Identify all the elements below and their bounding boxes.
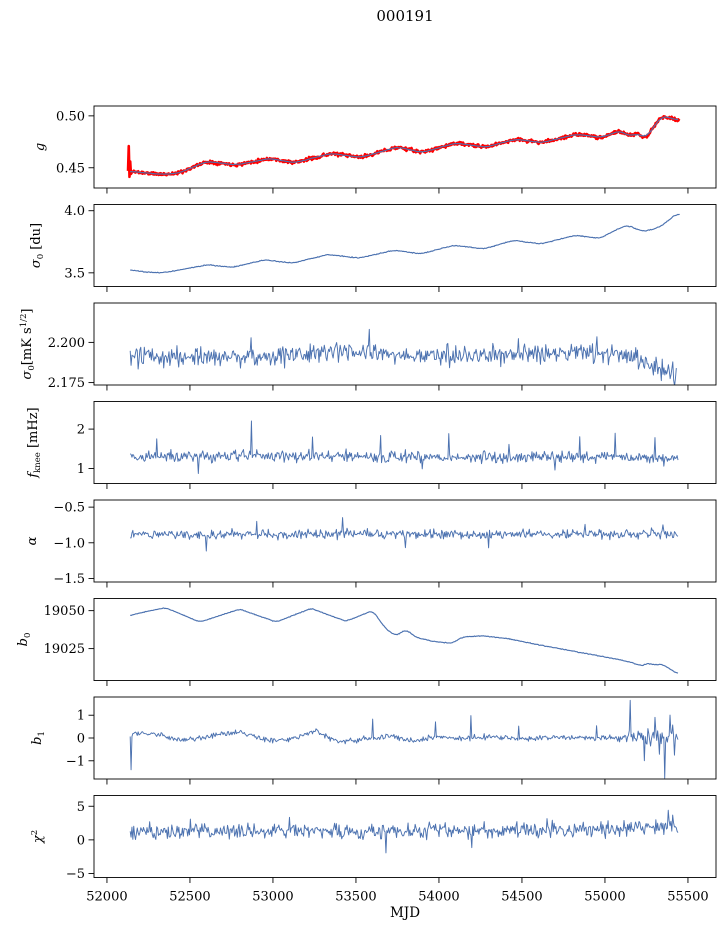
series-line-g-model: [130, 116, 679, 175]
series-line-b1-b1: [129, 699, 679, 779]
panel-frame-b0: [93, 598, 717, 681]
panel-chi2: 52000 52500 53000 53500 54000 54500 55000 55500…: [30, 795, 717, 905]
panel-frame-sigma0-mks: [93, 302, 717, 386]
y-tick-label: 0.45: [56, 161, 85, 176]
y-axis-label-g: g: [33, 143, 48, 151]
y-tick-label: 4.0: [64, 204, 85, 219]
x-ticks-chi2: 52000 52500 53000 53500 54000 54500 55000 55500: [86, 877, 709, 905]
x-ticks-sigma0-mks: [106, 385, 689, 391]
x-tick-label: 55000: [584, 890, 625, 905]
panel-alpha: −0.5 −1.0 −1.5 α: [25, 499, 717, 588]
y-ticks-chi2: 5 0 −5: [66, 800, 94, 882]
panel-b0: 19050 19025 b0: [16, 598, 717, 686]
y-axis-label-chi2: χ2: [30, 830, 46, 844]
figure-title: 000191: [376, 7, 434, 25]
y-tick-label: 5: [77, 800, 85, 815]
y-tick-label: 19050: [44, 604, 85, 619]
x-axis-label: MJD: [389, 905, 421, 921]
panel-frame-g: [93, 105, 717, 189]
panel-b1-plot-area: [129, 699, 679, 779]
series-line-fknee-fknee: [129, 420, 679, 474]
y-tick-label: 2: [77, 423, 85, 438]
y-tick-label: 0: [77, 732, 85, 747]
y-tick-label: 1: [77, 709, 85, 724]
y-axis-label-alpha: α: [25, 536, 40, 545]
y-axis-label-b0: b0: [16, 633, 33, 647]
x-tick-label: 53500: [335, 890, 376, 905]
y-tick-label: 3.5: [64, 266, 85, 281]
x-tick-label: 54500: [501, 890, 542, 905]
y-ticks-fknee: 21: [77, 423, 94, 477]
panel-fknee-plot-area: [129, 420, 679, 474]
panel-alpha-plot-area: [130, 517, 679, 552]
x-tick-label: 52000: [86, 890, 127, 905]
y-ticks-alpha: −0.5 −1.0 −1.5: [53, 501, 94, 587]
series-line-sigma0-du-sigma0: [130, 213, 680, 274]
panel-sigma0-du: 4.0 3.5 σ0 [du]: [29, 204, 717, 292]
series-line-chi2-chi2: [129, 809, 679, 854]
panel-g-plot-area: [126, 114, 681, 179]
y-tick-label: 0: [77, 833, 85, 848]
x-tick-label: 55500: [667, 890, 708, 905]
x-tick-label: 52500: [169, 890, 210, 905]
y-ticks-b0: 19050 19025: [44, 604, 94, 657]
y-tick-label: 1: [77, 462, 85, 477]
panel-b1: 1 0 −1 b1: [30, 696, 717, 785]
y-tick-label: −1.5: [53, 572, 85, 587]
series-line-alpha-alpha: [130, 517, 679, 552]
y-tick-label: −1: [66, 754, 85, 769]
x-ticks-b0: [106, 680, 689, 686]
panel-frame-fknee: [93, 401, 717, 484]
panel-sigma0-mks: 2.200 2.175 σ0[mK s1/2]: [19, 302, 717, 391]
series-line-sigma0-mks-sigma0-noise: [129, 328, 677, 385]
panel-frame-chi2: [93, 795, 717, 878]
y-tick-label: −0.5: [53, 501, 85, 516]
series-line-g-data: [126, 114, 681, 179]
y-ticks-sigma0-du: 4.0 3.5: [64, 204, 94, 281]
y-ticks-g: 0.50 0.45: [56, 109, 94, 176]
x-ticks-g: [106, 188, 689, 194]
panel-sigma0-du-plot-area: [130, 213, 680, 274]
panel-frame-alpha: [93, 499, 717, 583]
y-axis-label-b1: b1: [30, 731, 47, 745]
y-axis-label-sigma0-du: σ0 [du]: [29, 223, 46, 268]
y-tick-label: 19025: [44, 642, 85, 657]
y-tick-label: −1.0: [53, 536, 85, 551]
y-axis-label-fknee: fknee [mHz]: [26, 407, 43, 478]
x-ticks-sigma0-du: [106, 286, 689, 292]
x-tick-label: 54000: [418, 890, 459, 905]
series-line-b0-b0: [130, 607, 679, 674]
y-tick-label: −5: [66, 867, 85, 882]
panel-b0-plot-area: [130, 607, 679, 674]
y-ticks-b1: 1 0 −1: [66, 709, 94, 769]
x-ticks-fknee: [106, 483, 689, 489]
panel-sigma0-mks-plot-area: [129, 328, 677, 385]
y-tick-label: 2.175: [48, 376, 85, 391]
x-tick-label: 53000: [252, 890, 293, 905]
panel-chi2-plot-area: [129, 809, 679, 854]
panel-frame-sigma0-du: [93, 204, 717, 287]
y-axis-label-sigma0-mks: σ0[mK s1/2]: [19, 309, 37, 380]
panel-g: 0.50 0.45 g: [33, 105, 717, 194]
x-ticks-alpha: [106, 582, 689, 588]
y-ticks-sigma0-mks: 2.200 2.175: [48, 336, 94, 391]
y-tick-label: 0.50: [56, 109, 85, 124]
y-tick-label: 2.200: [48, 336, 85, 351]
x-ticks-b1: [106, 779, 689, 785]
